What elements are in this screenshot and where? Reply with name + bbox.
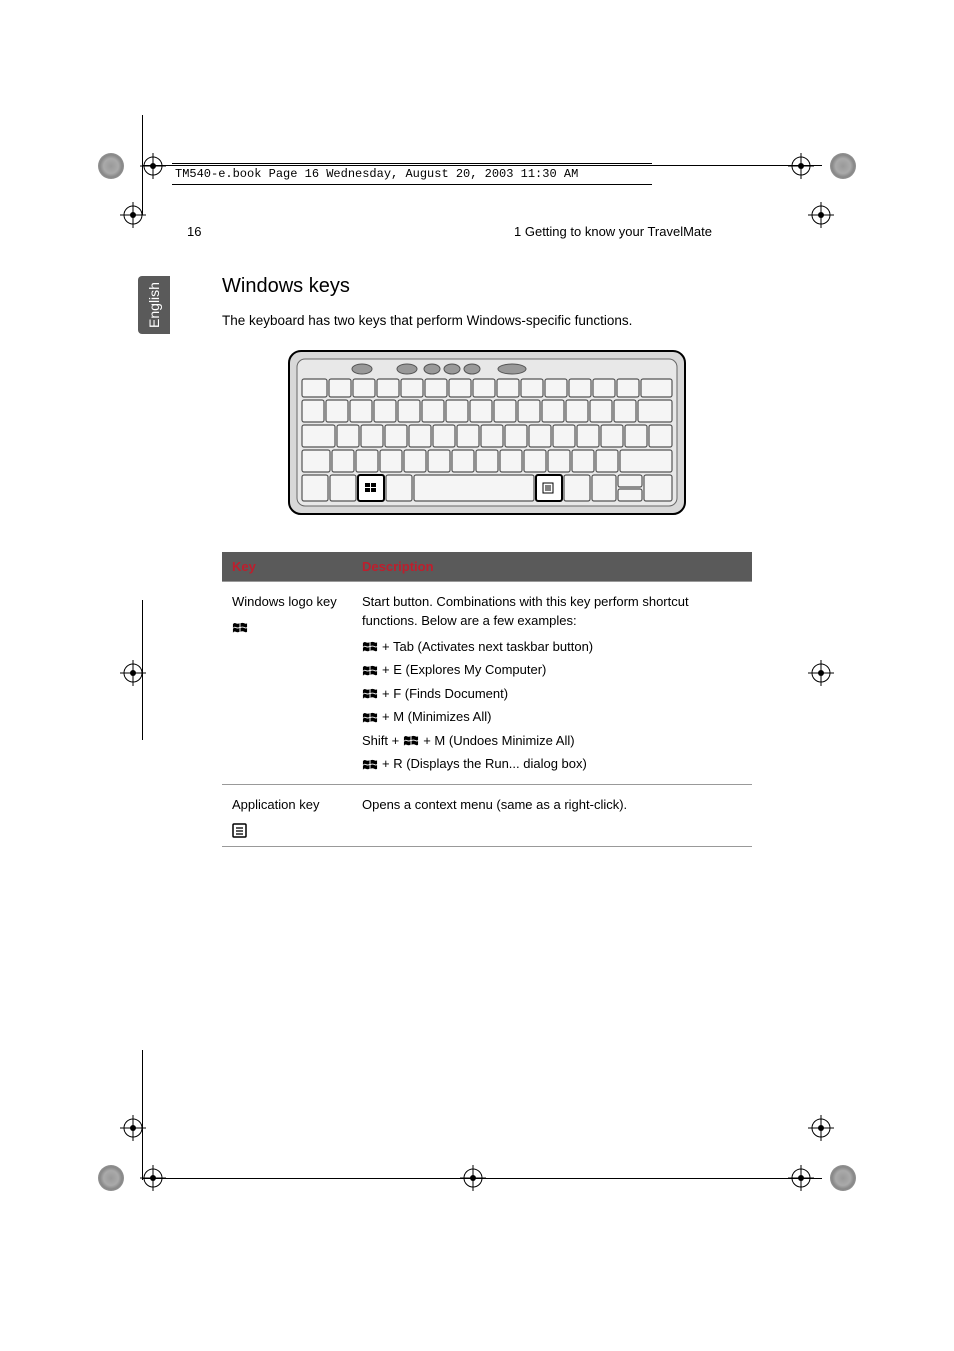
shortcut-text: + M (Undoes Minimize All) (423, 731, 574, 751)
shortcut-text: + F (Finds Document) (382, 684, 508, 704)
registration-circle (830, 1165, 856, 1191)
header-filename: TM540-e.book Page 16 Wednesday, August 2… (175, 167, 578, 181)
registration-circle (98, 153, 124, 179)
description-cell: Start button. Combinations with this key… (352, 581, 752, 784)
description-intro: Opens a context menu (same as a right-cl… (362, 795, 742, 815)
table-row: Windows logo key Start button. Combinatio… (222, 581, 752, 784)
key-name-cell: Application key (222, 784, 352, 846)
shortcut-text: + E (Explores My Computer) (382, 660, 546, 680)
crop-line (142, 1178, 822, 1179)
windows-logo-icon (362, 637, 378, 657)
description-cell: Opens a context menu (same as a right-cl… (352, 784, 752, 846)
windows-logo-icon (362, 660, 378, 680)
windows-logo-icon (362, 707, 378, 727)
shortcut-line: + R (Displays the Run... dialog box) (362, 754, 742, 774)
windows-logo-icon (362, 754, 378, 774)
language-label: English (146, 282, 162, 328)
intro-text: The keyboard has two keys that perform W… (222, 312, 752, 331)
page-number: 16 (187, 224, 201, 239)
windows-keys-table: Key Description Windows logo key Start bu… (222, 552, 752, 847)
page-frame: TM540-e.book Page 16 Wednesday, August 2… (142, 115, 822, 1155)
chapter-title: 1 Getting to know your TravelMate (514, 224, 712, 239)
windows-logo-icon (362, 684, 378, 704)
shortcut-text: + R (Displays the Run... dialog box) (382, 754, 587, 774)
language-tab: English (138, 276, 170, 334)
shortcut-line: + M (Minimizes All) (362, 707, 742, 727)
key-name-cell: Windows logo key (222, 581, 352, 784)
shortcut-text: + Tab (Activates next taskbar button) (382, 637, 593, 657)
shortcut-line: + F (Finds Document) (362, 684, 742, 704)
table-row: Application key Opens a context menu (sam… (222, 784, 752, 846)
shortcut-text: + M (Minimizes All) (382, 707, 491, 727)
key-name: Windows logo key (232, 592, 342, 612)
header-rule (172, 163, 652, 164)
windows-logo-icon (232, 617, 342, 637)
description-intro: Start button. Combinations with this key… (362, 592, 742, 631)
section-heading: Windows keys (222, 275, 752, 298)
content-area: Windows keys The keyboard has two keys t… (222, 275, 752, 847)
application-key-icon (232, 820, 342, 840)
header-rule (172, 184, 652, 185)
shortcut-line: Shift + + M (Undoes Minimize All) (362, 731, 742, 751)
shortcut-line: + Tab (Activates next taskbar button) (362, 637, 742, 657)
shortcut-prefix: Shift + (362, 731, 399, 751)
shortcut-line: + E (Explores My Computer) (362, 660, 742, 680)
key-name: Application key (232, 795, 342, 815)
table-header-key: Key (222, 552, 352, 582)
table-header-desc: Description (352, 552, 752, 582)
windows-logo-icon (403, 731, 419, 751)
keyboard-illustration (222, 349, 752, 524)
registration-circle (98, 1165, 124, 1191)
registration-circle (830, 153, 856, 179)
